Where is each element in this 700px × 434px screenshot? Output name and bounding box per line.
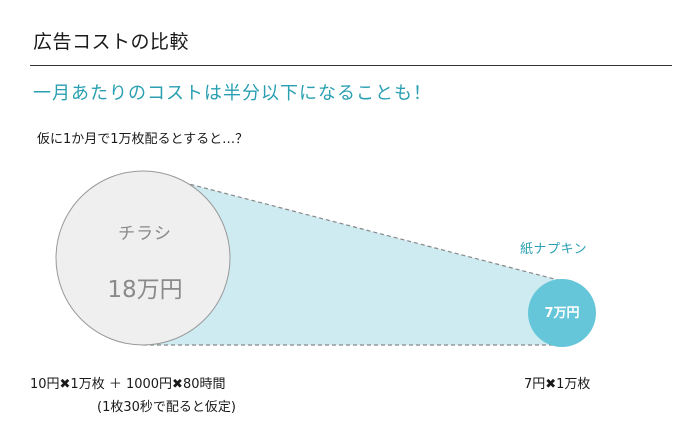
napkin-circle bbox=[528, 279, 596, 347]
napkin-cost-value: 7万円 bbox=[544, 306, 580, 321]
flyer-circle bbox=[55, 170, 231, 346]
napkin-calculation: 7円✖1万枚 bbox=[524, 377, 591, 392]
flyer-assumption-note: (1枚30秒で配ると仮定) bbox=[97, 400, 236, 415]
page-title: 広告コストの比較 bbox=[33, 31, 190, 53]
cone-top-edge bbox=[142, 171, 567, 283]
title-divider bbox=[30, 65, 672, 66]
premise-text: 仮に1か月で1万枚配るとすると…？ bbox=[37, 132, 249, 147]
napkin-label: 紙ナプキン bbox=[520, 242, 588, 257]
cost-cone bbox=[143, 172, 566, 345]
page-subtitle: 一月あたりのコストは半分以下になることも！ bbox=[33, 83, 432, 104]
flyer-cost-value: 18万円 bbox=[107, 277, 183, 303]
flyer-calculation: 10円✖1万枚 ＋ 1000円✖80時間 bbox=[30, 377, 226, 392]
flyer-label: チラシ bbox=[118, 224, 172, 244]
